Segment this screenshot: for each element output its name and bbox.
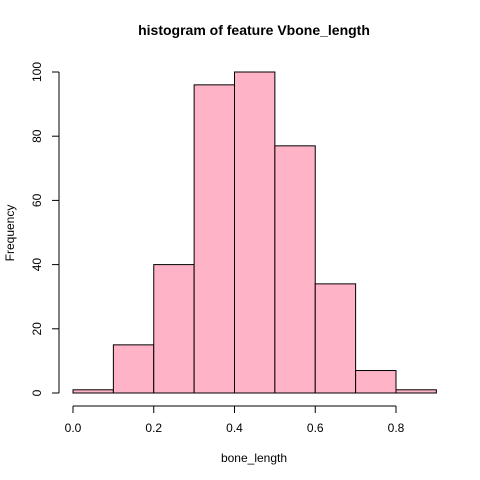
y-tick-label: 100 — [30, 62, 44, 82]
histogram-bar — [112, 344, 155, 394]
x-axis: 0.0 0.2 0.4 0.6 0.8 — [65, 405, 405, 435]
y-tick-label: 80 — [30, 129, 44, 143]
histogram-bar — [234, 71, 276, 394]
x-tick-label: 0.4 — [226, 421, 243, 435]
x-tick-label: 0.0 — [65, 421, 82, 435]
y-tick-label: 40 — [30, 258, 44, 272]
histogram-bar — [274, 145, 316, 394]
y-tick-label: 60 — [30, 193, 44, 207]
histogram-bar — [193, 84, 235, 394]
histogram-bar — [355, 370, 397, 394]
y-tick-label: 0 — [30, 389, 44, 396]
histogram-bar — [153, 264, 195, 394]
x-tick-label: 0.6 — [307, 421, 324, 435]
y-tick-label: 20 — [30, 322, 44, 336]
histogram-bar — [395, 389, 437, 394]
y-axis-label: Frequency — [3, 205, 17, 262]
x-tick-label: 0.8 — [388, 421, 405, 435]
x-axis-label: bone_length — [221, 451, 287, 465]
x-tick-label: 0.2 — [145, 421, 162, 435]
histogram-bar — [314, 283, 357, 394]
chart-title: histogram of feature Vbone_length — [138, 22, 370, 38]
histogram-bar — [72, 389, 114, 394]
bars-group — [72, 71, 437, 394]
y-axis: 0 20 40 60 80 100 — [30, 62, 60, 396]
